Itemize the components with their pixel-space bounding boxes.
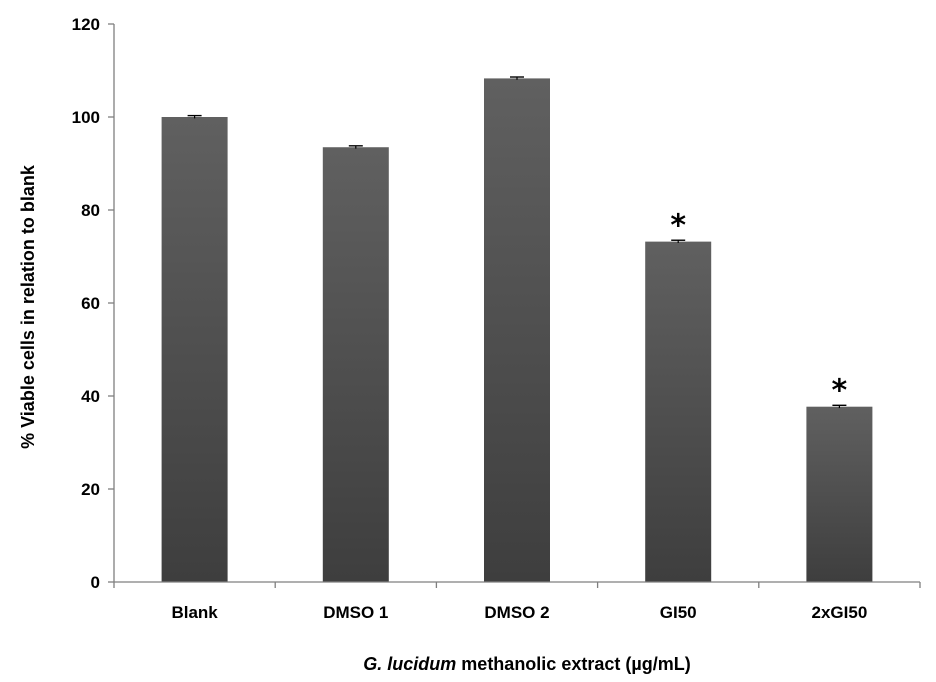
bar	[645, 241, 712, 582]
bar	[484, 78, 550, 582]
x-ticks-group: Blank DMSO 1 DMSO 2 GI50 2xGI50	[113, 582, 921, 622]
bar	[322, 147, 389, 582]
y-tick-label: 120	[72, 15, 100, 34]
y-tick-label: 0	[91, 573, 100, 592]
x-tick-label: GI50	[660, 603, 697, 622]
significance-marker: *	[832, 374, 848, 409]
x-axis-title-italic: G. lucidum	[363, 654, 456, 674]
y-tick-label: 100	[72, 108, 100, 127]
x-tick-label: 2xGI50	[812, 603, 868, 622]
x-axis-title: G. lucidum methanolic extract (µg/mL)	[363, 654, 690, 674]
y-tick-label: 80	[81, 201, 100, 220]
y-axis-title: % Viable cells in relation to blank	[18, 164, 38, 449]
bar	[161, 117, 228, 582]
x-tick-label: DMSO 2	[484, 603, 549, 622]
y-ticks-group: 0 20 40 60 80 100 120	[72, 15, 114, 592]
x-axis-title-rest: methanolic extract (µg/mL)	[456, 654, 690, 674]
bars-group	[161, 78, 873, 582]
y-tick-label: 40	[81, 387, 100, 406]
y-tick-label: 20	[81, 480, 100, 499]
error-bars-group	[187, 76, 847, 409]
bar	[806, 406, 873, 582]
x-tick-label: DMSO 1	[323, 603, 388, 622]
significance-markers-group: **	[670, 209, 847, 409]
y-tick-label: 60	[81, 294, 100, 313]
x-tick-label: Blank	[171, 603, 218, 622]
significance-marker: *	[670, 209, 686, 244]
